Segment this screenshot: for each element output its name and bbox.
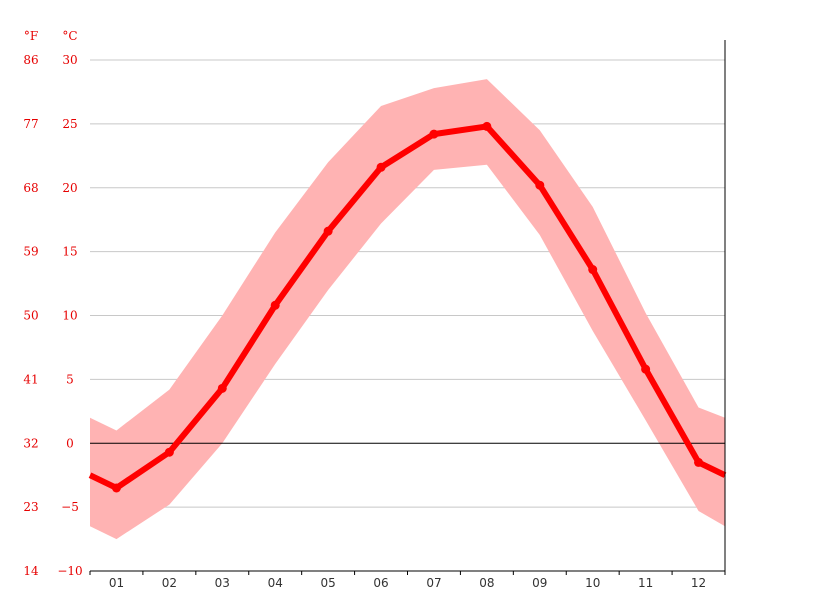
y-tick-fahrenheit: 50 [23,309,38,323]
y-tick-celsius: 5 [66,372,74,386]
y-tick-fahrenheit: 68 [23,181,38,195]
data-point-11 [641,364,651,374]
celsius-unit-label: °C [62,29,77,43]
fahrenheit-unit-label: °F [24,29,38,43]
y-tick-fahrenheit: 59 [23,245,38,259]
data-point-07 [429,129,439,139]
y-tick-fahrenheit: 32 [23,436,38,450]
y-tick-celsius: 20 [62,181,77,195]
y-tick-celsius: 25 [62,117,77,131]
data-point-04 [270,300,280,310]
data-point-03 [217,383,227,393]
y-tick-celsius: 30 [62,53,77,67]
y-tick-celsius: 0 [66,436,74,450]
temperature-range-band [90,79,725,540]
x-tick-label-01: 01 [109,576,124,590]
x-tick-label-04: 04 [268,576,283,590]
data-point-08 [482,121,492,131]
x-tick-label-09: 09 [532,576,547,590]
x-tick-label-07: 07 [426,576,441,590]
x-tick-label-10: 10 [585,576,600,590]
data-point-02 [164,447,174,457]
x-tick-label-06: 06 [373,576,388,590]
x-tick-label-08: 08 [479,576,494,590]
y-tick-fahrenheit: 41 [23,372,38,386]
y-tick-celsius: −5 [61,500,79,514]
x-tick-label-11: 11 [638,576,653,590]
x-tick-label-02: 02 [162,576,177,590]
series-line [88,123,727,491]
y-tick-celsius: −10 [57,564,82,578]
y-tick-celsius: 10 [62,309,77,323]
x-tick-label-03: 03 [215,576,230,590]
y-tick-celsius: 15 [62,245,77,259]
data-point-06 [376,162,386,172]
data-point-05 [323,226,333,236]
data-point-12 [694,457,704,467]
y-tick-fahrenheit: 23 [23,500,38,514]
x-tick-label-05: 05 [320,576,335,590]
average-temperature-series [88,121,727,493]
y-tick-fahrenheit: 14 [23,564,39,578]
y-tick-fahrenheit: 77 [23,117,38,131]
data-point-09 [535,180,545,190]
y-tick-fahrenheit: 86 [23,53,38,67]
axes [89,40,726,575]
data-point-01 [111,483,121,493]
range-band-area [90,79,725,540]
data-point-10 [588,265,598,275]
x-tick-label-12: 12 [691,576,706,590]
